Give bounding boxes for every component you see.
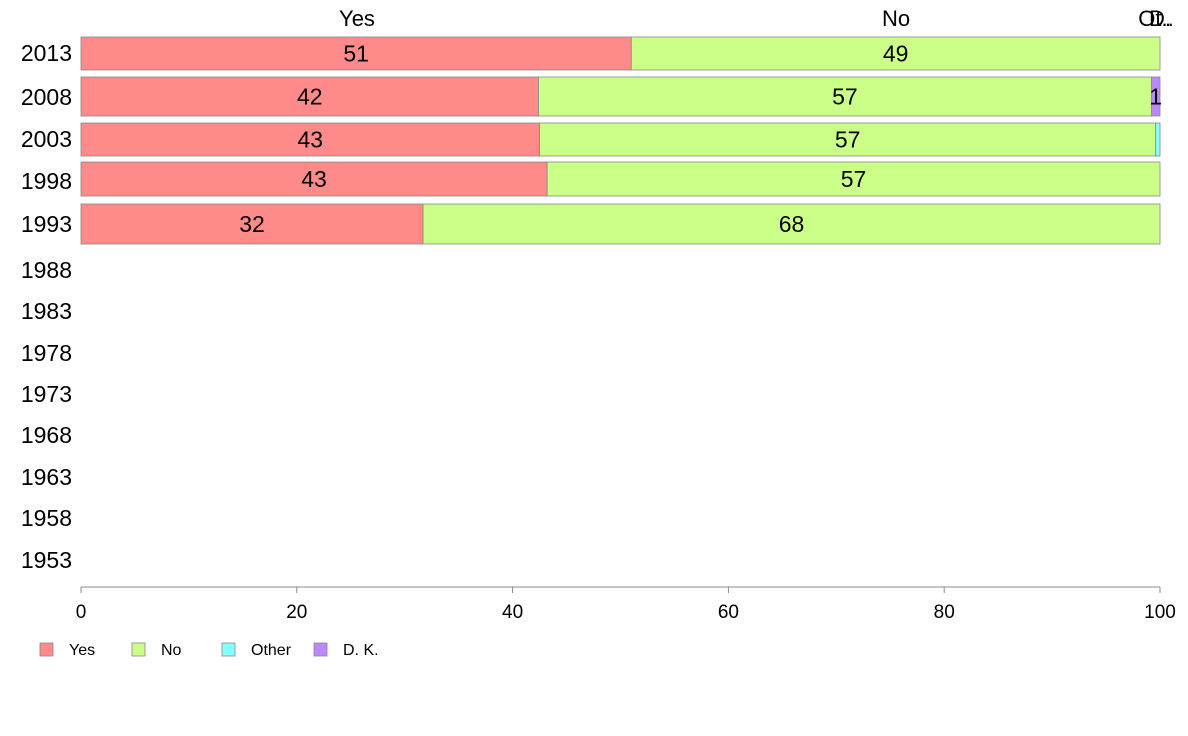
year-label-1978: 1978 <box>21 340 72 366</box>
year-label-1983: 1983 <box>21 298 72 324</box>
bar-label-2008-no: 57 <box>832 84 858 110</box>
legend-swatch-d-k <box>313 642 328 657</box>
bar-label-1993-no: 68 <box>779 211 805 237</box>
x-tick-label-80: 80 <box>934 602 955 623</box>
x-tick-label-0: 0 <box>76 602 87 623</box>
year-label-1998: 1998 <box>21 168 72 194</box>
bar-label-1993-yes: 32 <box>239 211 265 237</box>
x-tick-label-40: 40 <box>502 602 523 623</box>
bar-label-2013-yes: 51 <box>343 41 369 67</box>
year-label-1988: 1988 <box>21 257 72 283</box>
legend-label-other: Other <box>251 642 292 659</box>
year-label-1958: 1958 <box>21 505 72 531</box>
bar-label-2008-yes: 42 <box>297 84 323 110</box>
year-label-1968: 1968 <box>21 422 72 448</box>
year-label-2013: 2013 <box>21 40 72 66</box>
bar-label-2013-no: 49 <box>883 41 909 67</box>
bar-2008-yes <box>80 76 539 117</box>
year-label-1963: 1963 <box>21 464 72 490</box>
column-header-ot: Ot.. <box>1138 6 1173 31</box>
year-label-1973: 1973 <box>21 381 72 407</box>
year-label-1953: 1953 <box>21 547 72 573</box>
legend-swatch-other <box>221 642 236 657</box>
x-tick-label-60: 60 <box>718 602 739 623</box>
legend-swatch-yes <box>39 642 54 657</box>
bar-2013-no <box>630 36 1161 71</box>
bar-1993-yes <box>80 203 424 245</box>
column-header-no: No <box>882 6 910 31</box>
bar-label-1998-yes: 43 <box>301 166 327 192</box>
bar-1998-yes <box>80 161 548 197</box>
bar-label-2008-d-k: 1 <box>1149 84 1162 110</box>
year-label-2008: 2008 <box>21 84 72 110</box>
bar-2003-yes <box>80 122 540 157</box>
bar-1993-no <box>422 203 1161 245</box>
year-label-2003: 2003 <box>21 126 72 152</box>
legend-label-no: No <box>161 642 182 659</box>
x-tick-label-20: 20 <box>286 602 307 623</box>
bar-2013-yes <box>80 36 632 71</box>
bar-2003-no <box>539 122 1157 157</box>
legend-label-yes: Yes <box>69 642 95 659</box>
bar-2008-d-k <box>1150 76 1161 117</box>
legend-swatch-no <box>131 642 146 657</box>
column-header-d: D. <box>1149 6 1171 31</box>
bar-1998-no <box>546 161 1161 197</box>
column-header-yes: Yes <box>339 6 375 31</box>
bar-2003-other <box>1155 122 1161 157</box>
bar-2008-no <box>538 76 1152 117</box>
year-label-1993: 1993 <box>21 211 72 237</box>
bar-label-2003-no: 57 <box>835 127 861 153</box>
legend-label-d-k: D. K. <box>343 642 379 659</box>
bar-label-2003-yes: 43 <box>297 127 323 153</box>
x-tick-label-100: 100 <box>1144 602 1176 623</box>
bar-label-1998-no: 57 <box>841 166 867 192</box>
